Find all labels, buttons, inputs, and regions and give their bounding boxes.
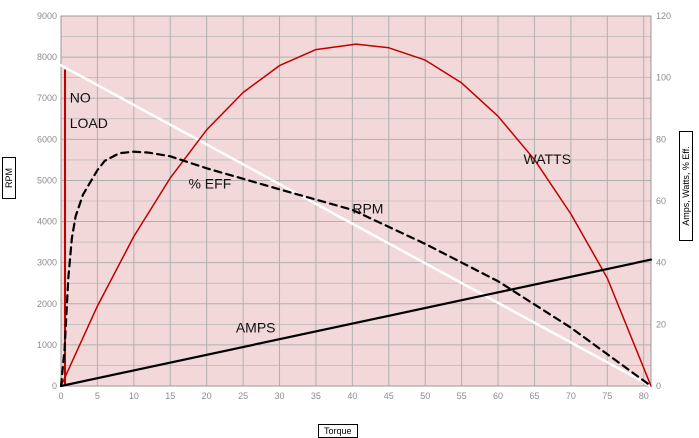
x-tick-label: 5 bbox=[95, 391, 100, 401]
x-tick-label: 80 bbox=[639, 391, 649, 401]
y-tick-label: 3000 bbox=[37, 258, 57, 268]
x-tick-label: 15 bbox=[165, 391, 175, 401]
y-tick-label: 1000 bbox=[37, 340, 57, 350]
x-tick-label: 40 bbox=[347, 391, 357, 401]
x-tick-label: 45 bbox=[384, 391, 394, 401]
annotation-label: % EFF bbox=[188, 176, 231, 192]
y-tick-label: 6000 bbox=[37, 134, 57, 144]
right-axis-ticks: 0 20 40 60 80 100 120 bbox=[656, 11, 671, 391]
y-tick-label: 5000 bbox=[37, 175, 57, 185]
y2-tick-label: 120 bbox=[656, 11, 671, 21]
left-axis-ticks: 0 1000 2000 3000 4000 5000 6000 7000 8000 9000 bbox=[37, 11, 57, 391]
series-lines bbox=[59, 43, 653, 388]
annotation-label: LOAD bbox=[70, 115, 108, 131]
y-axis-label-box: RPM bbox=[2, 157, 16, 199]
y2-tick-label: 40 bbox=[656, 258, 666, 268]
y-tick-label: 7000 bbox=[37, 93, 57, 103]
y-tick-label: 8000 bbox=[37, 52, 57, 62]
annotation-label: WATTS bbox=[524, 151, 571, 167]
x-tick-label: 60 bbox=[493, 391, 503, 401]
x-tick-label: 75 bbox=[602, 391, 612, 401]
y2-tick-label: 100 bbox=[656, 73, 671, 83]
y-axis-label: RPM bbox=[4, 168, 14, 188]
secondary-y-axis-label: Amps, Watts, % Eff. bbox=[681, 146, 691, 226]
y-tick-label: 4000 bbox=[37, 217, 57, 227]
y2-tick-label: 0 bbox=[656, 381, 661, 391]
x-tick-label: 30 bbox=[275, 391, 285, 401]
y-tick-label: 2000 bbox=[37, 299, 57, 309]
gridlines bbox=[60, 15, 652, 387]
x-tick-label: 25 bbox=[238, 391, 248, 401]
x-tick-label: 10 bbox=[129, 391, 139, 401]
x-tick-label: 55 bbox=[457, 391, 467, 401]
annotation-label: AMPS bbox=[236, 320, 276, 336]
x-tick-label: 35 bbox=[311, 391, 321, 401]
annotation-label: NO bbox=[70, 89, 91, 105]
x-tick-label: 65 bbox=[529, 391, 539, 401]
y2-tick-label: 20 bbox=[656, 319, 666, 329]
x-tick-label: 70 bbox=[566, 391, 576, 401]
annotation-label: RPM bbox=[352, 201, 383, 217]
x-axis-label: Torque bbox=[318, 424, 358, 438]
x-tick-label: 20 bbox=[202, 391, 212, 401]
y2-tick-label: 80 bbox=[656, 134, 666, 144]
series-line-watts bbox=[60, 43, 652, 387]
x-axis-ticks: 0 5 10 15 20 25 30 35 40 45 50 55 60 65 70 75 80 bbox=[58, 391, 648, 401]
y-tick-label: 0 bbox=[52, 381, 57, 391]
x-tick-label: 50 bbox=[420, 391, 430, 401]
x-tick-label: 0 bbox=[58, 391, 63, 401]
series-line-amps bbox=[59, 258, 653, 388]
series-line-rpm bbox=[59, 64, 653, 388]
y2-tick-label: 60 bbox=[656, 196, 666, 206]
plot-border bbox=[60, 15, 652, 387]
annotations: NO LOAD WATTS % EFF RPM AMPS bbox=[70, 89, 571, 335]
secondary-y-axis-label-box: Amps, Watts, % Eff. bbox=[679, 131, 693, 241]
y-tick-label: 9000 bbox=[37, 11, 57, 21]
series-line-eff bbox=[59, 150, 653, 388]
